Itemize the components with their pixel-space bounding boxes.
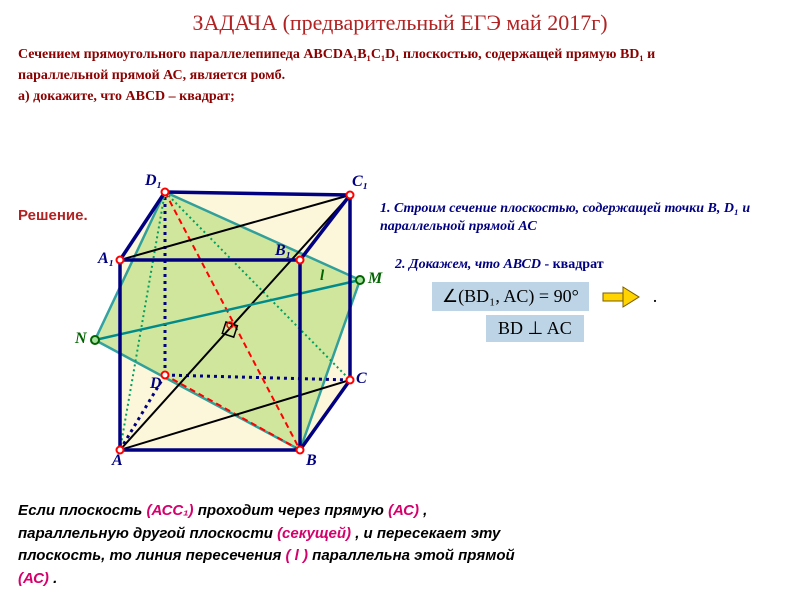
t-2b: (секущей) [277, 525, 351, 542]
arrow-icon [601, 285, 641, 309]
vertex-c: C [356, 370, 367, 388]
vertex-a1: A₁ [98, 250, 114, 268]
step-2-suffix: - квадрат [541, 257, 604, 272]
problem-line-3: а) докажите, что ABCD – квадрат; [18, 89, 235, 104]
t-2c: , и пересекает эту [355, 525, 500, 542]
vertex-b: B [306, 452, 317, 470]
problem-statement: Сечением прямоугольного параллелепипеда … [18, 44, 782, 107]
geometry-diagram: A B C D A₁ B₁ C₁ D₁ M N l [70, 160, 370, 470]
vertex-a: A [112, 452, 123, 470]
step-2-text: 2. Докажем, что АВСD - квадрат [395, 257, 604, 273]
step-1-text: 1. Строим сечение плоскостью, содержащей… [380, 200, 790, 236]
step-2-prefix: 2. Докажем, что АВСD [395, 257, 541, 272]
vertex-b1: B₁ [275, 242, 291, 260]
problem-line-2: параллельной прямой АС, является ромб. [18, 68, 285, 83]
t-3c: параллельна этой прямой [312, 547, 514, 564]
t-1e: , [423, 502, 427, 519]
theorem-text: Если плоскость (АСС₁) проходит через пря… [18, 500, 778, 590]
t-1d: (АС) [388, 502, 419, 519]
perp-formula: BD ⊥ AC [486, 315, 584, 342]
t-1c: проходит через прямую [198, 502, 388, 519]
t-4b: . [53, 570, 57, 587]
t-1a: Если плоскость [18, 502, 147, 519]
vertex-d1: D₁ [145, 172, 162, 190]
t-4a: (АС) [18, 570, 49, 587]
problem-line-1: Сечением прямоугольного параллелепипеда … [18, 47, 655, 62]
t-2a: параллельную другой плоскости [18, 525, 277, 542]
line-l: l [320, 268, 324, 285]
point-n: N [75, 330, 87, 348]
formula-row: ∠(BD₁, AC) = 90° . [432, 282, 657, 311]
t-1b: (АСС₁) [147, 502, 194, 519]
t-3a: плоскость, то линия пересечения [18, 547, 286, 564]
vertex-c1: C₁ [352, 173, 368, 191]
t-3b: ( l ) [286, 547, 309, 564]
page-title: ЗАДАЧА (предварительный ЕГЭ май 2017г) [0, 10, 800, 36]
angle-formula: ∠(BD₁, AC) = 90° [432, 282, 589, 311]
vertex-d: D [150, 375, 162, 393]
arrow-period: . [653, 286, 658, 307]
point-m: M [368, 270, 382, 288]
